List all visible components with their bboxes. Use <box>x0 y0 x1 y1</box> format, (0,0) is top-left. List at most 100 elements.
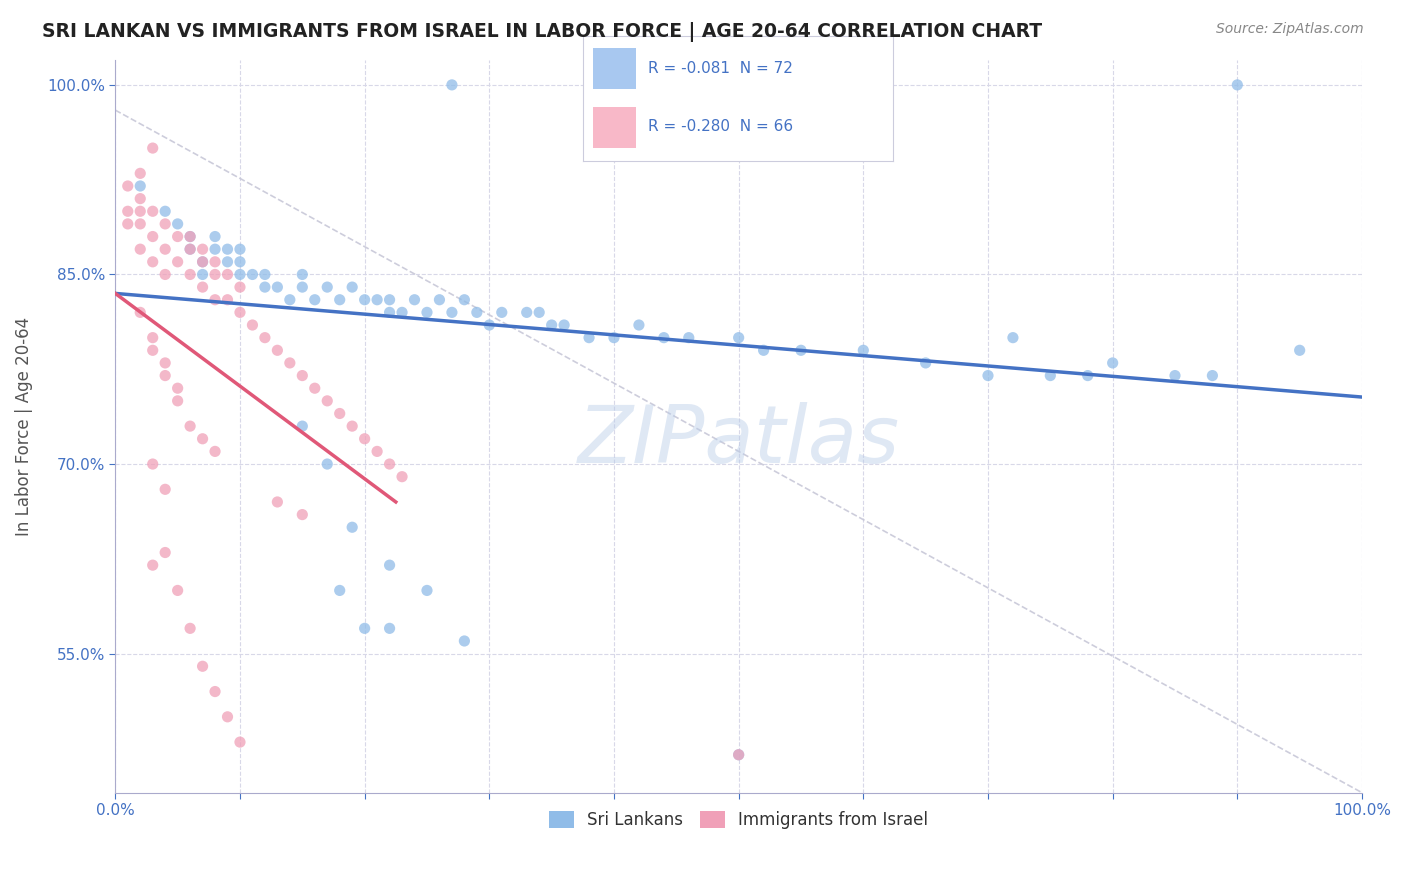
Point <box>179 242 201 256</box>
Point <box>217 242 239 256</box>
Point <box>253 331 276 345</box>
Point <box>553 318 575 332</box>
Point <box>378 621 401 635</box>
Point <box>977 368 1000 383</box>
Y-axis label: In Labor Force | Age 20-64: In Labor Force | Age 20-64 <box>15 317 32 536</box>
Point <box>253 280 276 294</box>
Point <box>340 520 363 534</box>
Text: ZIPatlas: ZIPatlas <box>578 401 900 480</box>
Point <box>129 166 152 180</box>
Point <box>852 343 875 358</box>
Point <box>340 419 363 434</box>
Point <box>914 356 936 370</box>
Point <box>129 242 152 256</box>
Point <box>316 457 339 471</box>
Point <box>217 710 239 724</box>
Point <box>129 217 152 231</box>
Point <box>378 293 401 307</box>
Point <box>453 293 475 307</box>
Point <box>142 558 165 573</box>
Point <box>266 280 288 294</box>
Point <box>142 343 165 358</box>
Point <box>217 293 239 307</box>
Point <box>204 229 226 244</box>
Point <box>1039 368 1062 383</box>
Point <box>527 305 550 319</box>
Point <box>304 293 326 307</box>
Point <box>229 305 252 319</box>
Point <box>453 634 475 648</box>
Point <box>1164 368 1187 383</box>
Point <box>204 293 226 307</box>
Point <box>440 305 463 319</box>
Point <box>790 343 813 358</box>
Point <box>153 368 176 383</box>
Point <box>179 419 201 434</box>
Point <box>129 179 152 194</box>
Point <box>429 293 451 307</box>
Point <box>366 293 388 307</box>
Point <box>329 583 352 598</box>
Text: SRI LANKAN VS IMMIGRANTS FROM ISRAEL IN LABOR FORCE | AGE 20-64 CORRELATION CHAR: SRI LANKAN VS IMMIGRANTS FROM ISRAEL IN … <box>42 22 1042 42</box>
Point <box>329 293 352 307</box>
Point <box>153 242 176 256</box>
Point <box>266 343 288 358</box>
Point <box>129 305 152 319</box>
Point <box>304 381 326 395</box>
Point <box>229 242 252 256</box>
Point <box>391 469 413 483</box>
Point <box>416 305 439 319</box>
Point <box>578 331 600 345</box>
Point <box>191 255 214 269</box>
Point <box>627 318 650 332</box>
Point <box>291 280 314 294</box>
Point <box>129 204 152 219</box>
Point <box>153 545 176 559</box>
Point <box>117 179 139 194</box>
Point <box>142 229 165 244</box>
Point <box>166 217 188 231</box>
Point <box>217 255 239 269</box>
Point <box>727 331 749 345</box>
Point <box>366 444 388 458</box>
Point <box>353 293 375 307</box>
Point <box>242 318 264 332</box>
Point <box>404 293 426 307</box>
Point <box>191 268 214 282</box>
Bar <box>593 48 636 89</box>
Point <box>191 242 214 256</box>
Point <box>491 305 513 319</box>
Point <box>179 229 201 244</box>
Point <box>217 268 239 282</box>
Point <box>291 419 314 434</box>
Point <box>142 204 165 219</box>
Point <box>153 217 176 231</box>
Point <box>1101 356 1123 370</box>
Point <box>378 457 401 471</box>
Point <box>340 280 363 294</box>
Point <box>378 305 401 319</box>
Point <box>117 217 139 231</box>
Point <box>142 141 165 155</box>
Text: Source: ZipAtlas.com: Source: ZipAtlas.com <box>1216 22 1364 37</box>
Point <box>291 368 314 383</box>
Point <box>278 356 301 370</box>
Point <box>516 305 538 319</box>
Point <box>253 268 276 282</box>
Point <box>266 495 288 509</box>
Point <box>378 558 401 573</box>
Point <box>142 457 165 471</box>
Point <box>1001 331 1024 345</box>
Point <box>291 268 314 282</box>
Point <box>242 268 264 282</box>
Point <box>727 747 749 762</box>
Point <box>142 331 165 345</box>
Point <box>179 268 201 282</box>
Point <box>1288 343 1310 358</box>
Point <box>191 432 214 446</box>
Point <box>229 735 252 749</box>
Point <box>204 684 226 698</box>
Legend: Sri Lankans, Immigrants from Israel: Sri Lankans, Immigrants from Israel <box>543 804 935 836</box>
Point <box>291 508 314 522</box>
Point <box>129 192 152 206</box>
